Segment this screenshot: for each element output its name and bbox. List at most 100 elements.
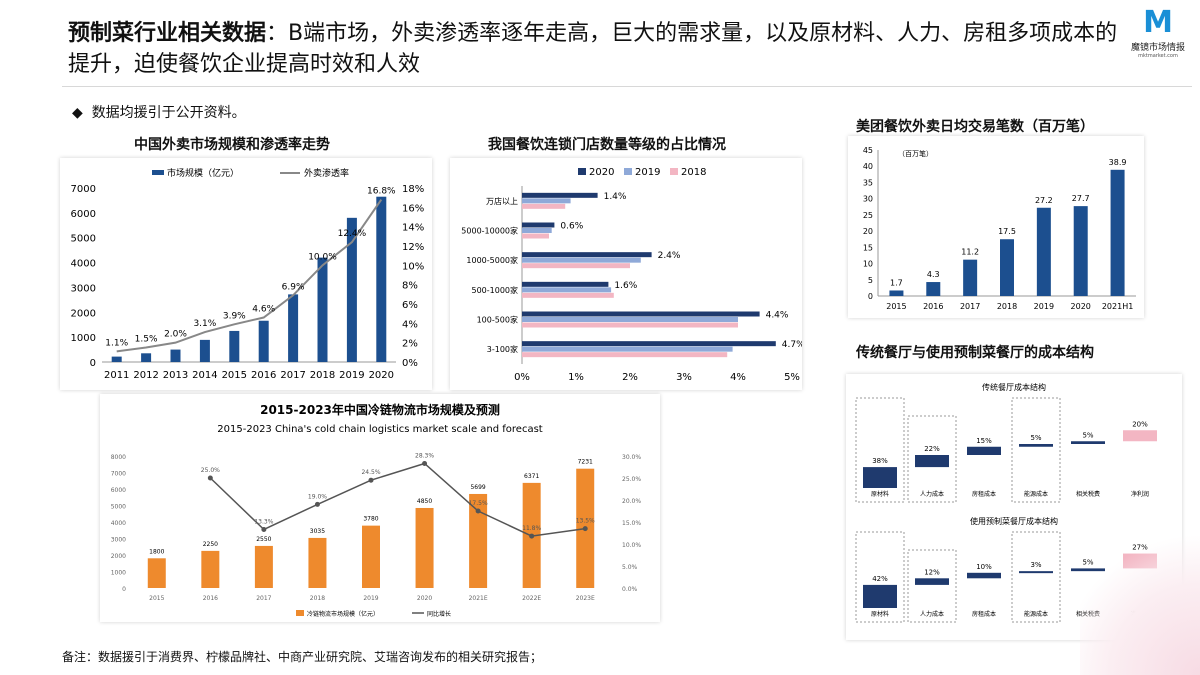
title-divider (62, 86, 1192, 87)
y2-tick-label: 15.0% (622, 520, 641, 527)
data-label: 15% (976, 437, 992, 445)
legend-swatch (670, 168, 678, 175)
cost-bar (1071, 441, 1105, 444)
y-tick-label: 0 (122, 586, 126, 593)
meituan-chart: 0 5 10 15 20 25 30 35 40 45 （百万笔） 1.7 2015 4.3 2016 11.… (863, 146, 1136, 311)
growth-point (582, 526, 588, 532)
legend-label: 外卖渗透率 (304, 167, 349, 179)
y2-tick-label: 2% (402, 339, 418, 350)
x-tick-label: 1% (568, 372, 584, 383)
panel-subtitle: 使用预制菜餐厅成本结构 (970, 516, 1058, 526)
y2-tick-label: 4% (402, 319, 418, 330)
footnote: 备注：数据援引于消费界、柠檬品牌社、中商产业研究院、艾瑞咨询发布的相关研究报告； (62, 650, 543, 664)
y2-tick-label: 0% (402, 358, 418, 369)
data-label: 11.8% (522, 525, 541, 532)
category-label: 净利润 (1131, 490, 1149, 498)
data-label: 6371 (524, 473, 539, 480)
growth-point (529, 533, 535, 539)
y-tick-label: 5000 (111, 504, 126, 511)
chain-chart-panel: 0% 1% 2% 3% 4% 5% 万店以上 1.4% 5000-10000家 0.6% 1000-… (450, 158, 805, 390)
bar (288, 294, 299, 362)
bar (1000, 239, 1014, 296)
y-tick-label: 2000 (111, 553, 126, 560)
x-tick-label: 2018 (997, 302, 1017, 311)
data-label: 5% (1082, 431, 1093, 439)
growth-point (368, 477, 374, 483)
coldchain-chart-panel: 2015-2023年中国冷链物流市场规模及预测 2015-2023 China's… (100, 394, 660, 622)
x-tick-label: 2016 (203, 595, 218, 602)
data-label: 4.6% (252, 305, 275, 315)
bar (1073, 206, 1088, 296)
bar (963, 259, 978, 296)
data-label: 19.0% (308, 493, 327, 500)
data-label: 0.6% (560, 222, 583, 232)
bar (522, 281, 609, 287)
bar (522, 287, 612, 293)
dashed-box (855, 531, 905, 623)
category-label: 相关税费 (1076, 490, 1100, 498)
bar (522, 252, 652, 258)
data-label: 7231 (578, 459, 593, 466)
category-label: 人力成本 (920, 610, 944, 618)
data-label: 4.3 (927, 270, 940, 279)
y2-tick-label: 8% (402, 281, 418, 292)
data-label: 11.2 (961, 248, 979, 257)
x-tick-label: 2017 (960, 302, 980, 311)
legend-label: 2020 (589, 167, 614, 178)
legend-label: 2019 (635, 167, 660, 178)
x-tick-label: 2020 (1071, 302, 1091, 311)
bar (317, 257, 328, 362)
data-label: 13.5% (576, 518, 595, 525)
bar (522, 341, 776, 347)
y-tick-label: 1000 (71, 333, 96, 344)
bar (258, 320, 269, 362)
dashed-box (1011, 531, 1061, 623)
x-tick-label: 2021E (469, 595, 488, 602)
y-tick-label: 万店以上 (486, 196, 518, 206)
chain-chart-title: 我国餐饮连锁门店数量等级的占比情况 (488, 137, 726, 153)
coldchain-chart: 2015-2023年中国冷链物流市场规模及预测 2015-2023 China's… (111, 402, 642, 618)
data-label: 16.8% (367, 187, 396, 197)
y-tick-label: 6000 (71, 209, 96, 220)
bar (346, 217, 357, 362)
data-label: 12% (924, 568, 940, 576)
x-tick-label: 2018 (310, 595, 325, 602)
data-label: 28.3% (415, 452, 434, 459)
y2-tick-label: 25.0% (622, 476, 641, 483)
bar (147, 558, 166, 588)
y2-tick-label: 0.0% (622, 586, 638, 593)
data-label: 27.7 (1072, 194, 1090, 203)
x-tick-label: 2016 (923, 302, 943, 311)
y-tick-label: 40 (863, 162, 873, 171)
data-label: 1800 (149, 548, 164, 555)
growth-point (261, 526, 267, 532)
meituan-chart-title: 美团餐饮外卖日均交易笔数（百万笔） (856, 119, 1094, 135)
bar (170, 349, 181, 362)
data-label: 2550 (256, 536, 271, 543)
legend-swatch (296, 610, 304, 616)
meituan-chart-panel: 0 5 10 15 20 25 30 35 40 45 （百万笔） 1.7 2015 4.3 2016 11.… (848, 136, 1144, 318)
bar (141, 353, 152, 362)
x-tick-label: 2015 (149, 595, 164, 602)
data-label: 1.4% (604, 192, 627, 202)
bar (111, 356, 122, 362)
y2-tick-label: 30.0% (622, 454, 641, 461)
x-tick-label: 0% (514, 372, 530, 383)
cost-bar (863, 584, 897, 608)
legend-label: 冷链物流市场规模（亿元） (307, 610, 379, 618)
y2-tick-label: 12% (402, 242, 424, 253)
penetration-line (116, 199, 383, 353)
x-tick-label: 2016 (251, 370, 276, 381)
x-tick-label: 2013 (163, 370, 188, 381)
panel-subtitle: 传统餐厅成本结构 (982, 382, 1046, 392)
y2-tick-label: 6% (402, 300, 418, 311)
bar (376, 196, 387, 362)
dashed-box (1011, 397, 1061, 503)
bar (415, 507, 434, 588)
data-label: 10.0% (308, 252, 337, 262)
legend-swatch (578, 168, 586, 175)
y2-tick-label: 16% (402, 203, 424, 214)
bar (308, 537, 327, 588)
data-label: 24.5% (361, 469, 380, 476)
data-label: 5699 (470, 484, 485, 491)
